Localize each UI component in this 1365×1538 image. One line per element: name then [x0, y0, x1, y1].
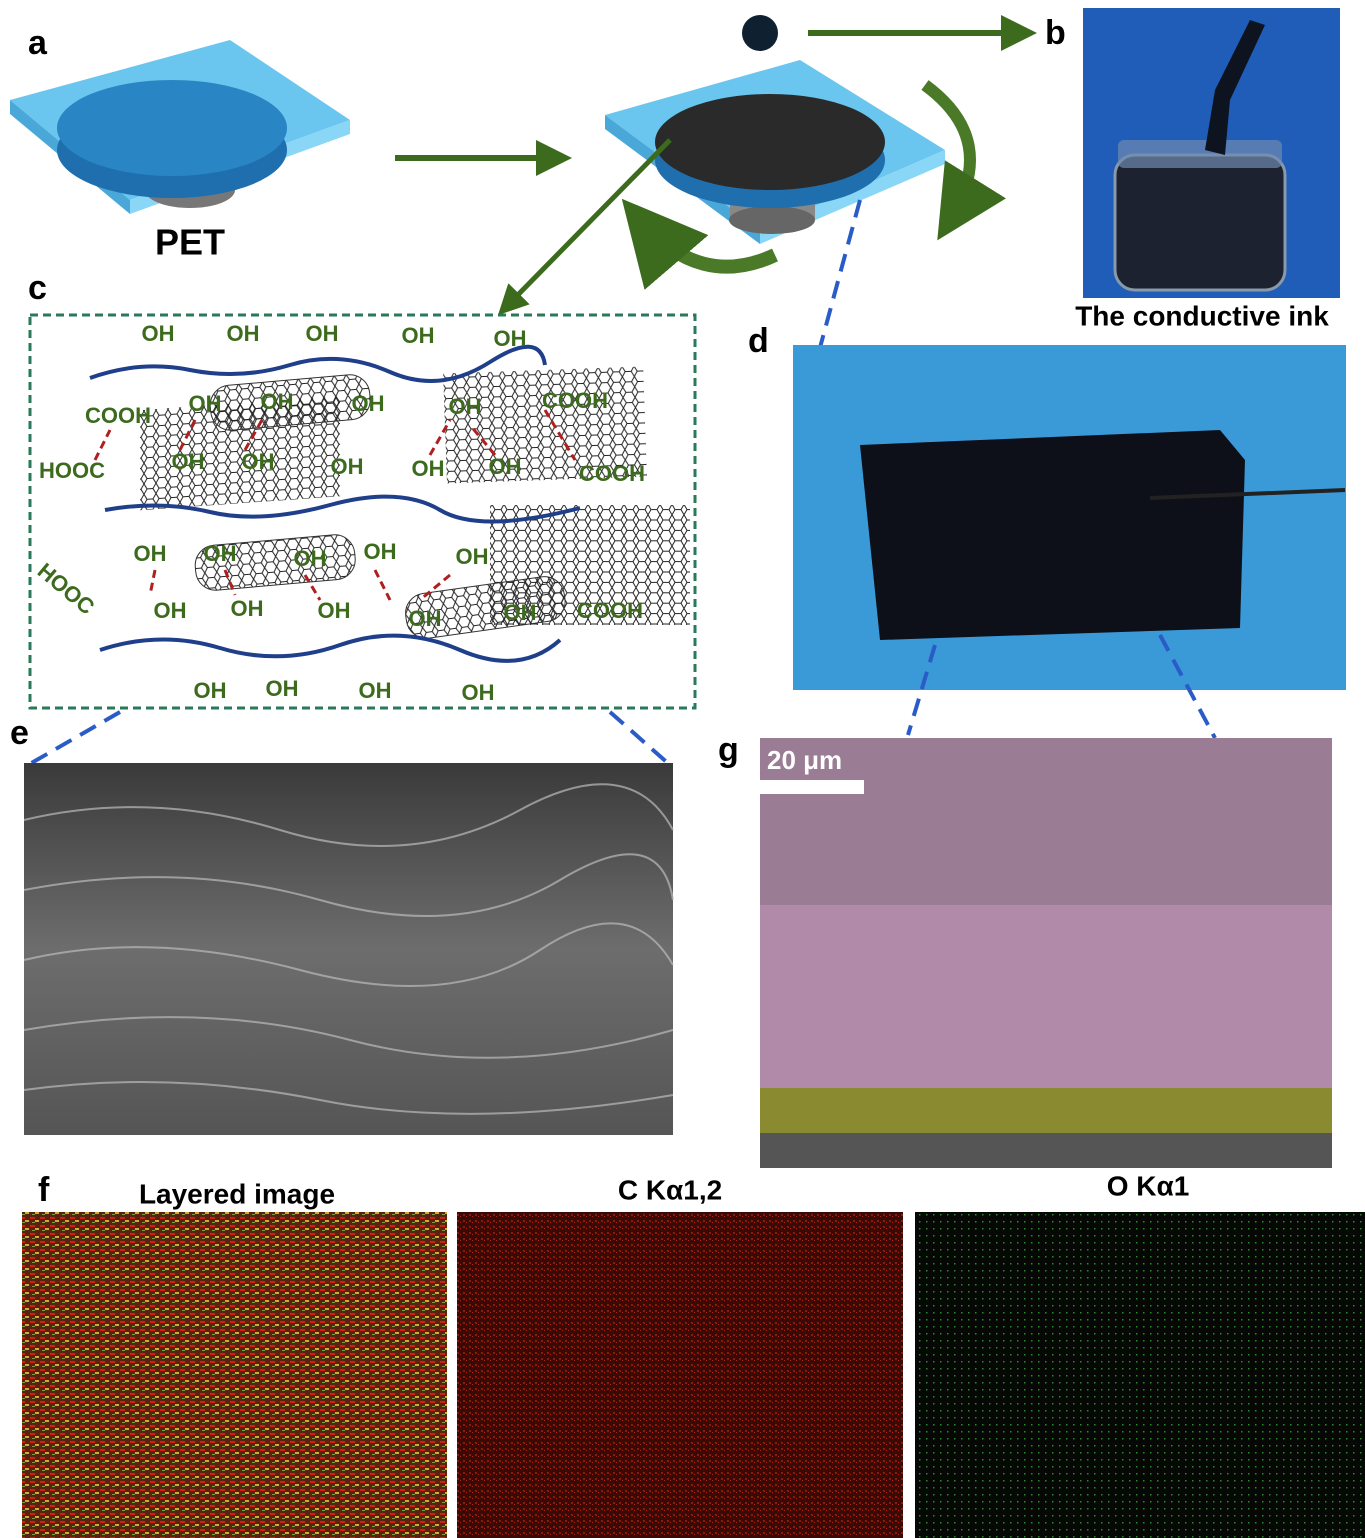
zoom-line	[28, 712, 120, 765]
map-title: C Kα1,2	[618, 1174, 722, 1205]
substrate-coated	[605, 15, 945, 244]
functional-group: OH	[231, 596, 264, 621]
panel-label: b	[1045, 14, 1066, 52]
figure: a PET b The conductive ink c d e	[0, 0, 1365, 1538]
panel-label: d	[748, 322, 769, 360]
functional-group: OH	[154, 598, 187, 623]
functional-group: OH	[189, 391, 222, 416]
panel-label: g	[718, 731, 739, 769]
functional-group: OH	[449, 394, 482, 419]
functional-group: HOOC	[33, 558, 100, 620]
sem-image	[24, 763, 673, 1135]
zoom-line	[610, 712, 670, 765]
functional-group: OH	[402, 323, 435, 348]
substrate-a	[10, 40, 350, 214]
functional-group: OH	[294, 546, 327, 571]
functional-group: OH	[142, 321, 175, 346]
eds-map	[22, 1212, 447, 1538]
eds-map	[457, 1212, 903, 1538]
map-title: Layered image	[139, 1178, 335, 1209]
functional-group: OH	[359, 678, 392, 703]
functional-group: OH	[134, 541, 167, 566]
caption: The conductive ink	[1075, 300, 1329, 331]
eds-map	[915, 1212, 1365, 1538]
functional-group: OH	[227, 321, 260, 346]
functional-group: OH	[352, 391, 385, 416]
functional-group: OH	[462, 680, 495, 705]
functional-group: OH	[266, 676, 299, 701]
panel-label: a	[28, 24, 48, 62]
panel-label: f	[38, 1171, 50, 1209]
functional-group: OH	[489, 454, 522, 479]
functional-group: OH	[306, 321, 339, 346]
functional-group: OH	[331, 454, 364, 479]
map-title: O Kα1	[1107, 1170, 1190, 1201]
cross-section-image	[760, 738, 1332, 1168]
ink-photo	[1083, 8, 1340, 298]
functional-group: COOH	[577, 598, 643, 623]
panel-label: e	[10, 714, 29, 752]
functional-group: OH	[172, 449, 205, 474]
functional-group: OH	[412, 456, 445, 481]
panel-label: c	[28, 269, 47, 307]
zoom-line	[818, 200, 860, 355]
functional-group: OH	[504, 600, 537, 625]
caption: PET	[155, 222, 225, 263]
functional-group: OH	[494, 326, 527, 351]
functional-group: COOH	[85, 403, 151, 428]
functional-group: COOH	[542, 388, 608, 413]
functional-group: OH	[456, 544, 489, 569]
functional-group: OH	[364, 539, 397, 564]
functional-group: COOH	[579, 461, 645, 486]
film-photo	[793, 345, 1346, 690]
functional-group: OH	[204, 541, 237, 566]
functional-group: OH	[242, 449, 275, 474]
functional-group: OH	[194, 678, 227, 703]
functional-group: HOOC	[39, 458, 105, 483]
functional-group: OH	[409, 606, 442, 631]
scale-bar-label: 20 μm	[767, 745, 842, 775]
functional-group: OH	[261, 389, 294, 414]
functional-group: OH	[318, 598, 351, 623]
